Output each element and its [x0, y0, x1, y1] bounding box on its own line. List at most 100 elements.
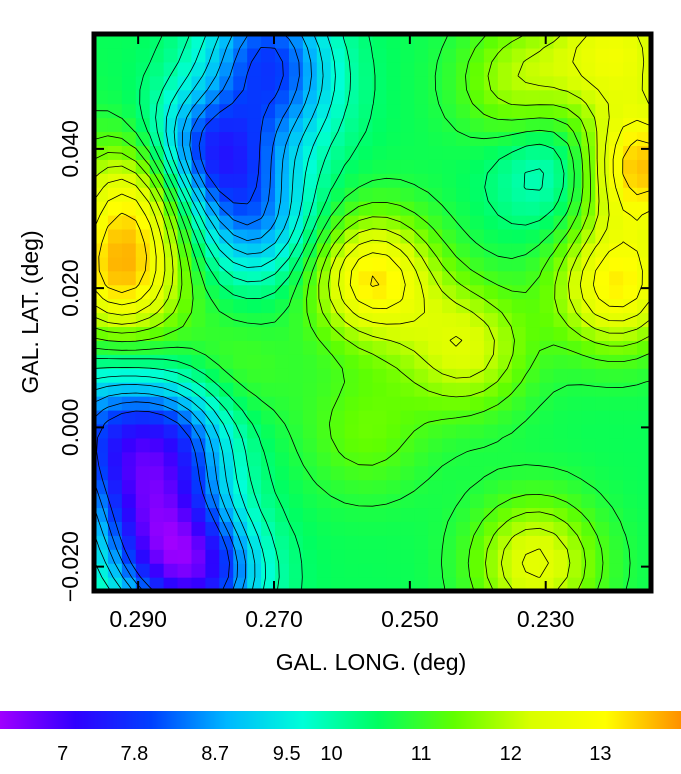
- heat-cell: [525, 368, 541, 383]
- heat-cell: [400, 465, 415, 481]
- heat-cell: [121, 284, 137, 300]
- heat-cell: [205, 270, 220, 286]
- heat-cell: [497, 493, 513, 509]
- heat-cell: [191, 75, 206, 91]
- heat-cell: [386, 549, 401, 564]
- heat-cell: [483, 577, 499, 591]
- heat-cell: [219, 47, 234, 63]
- heat-cell: [428, 340, 443, 355]
- heat-cell: [567, 326, 582, 341]
- heat-cell: [275, 201, 290, 216]
- heat-cell: [414, 117, 429, 133]
- heat-cell: [316, 201, 332, 216]
- heat-cell: [330, 493, 346, 509]
- heat-cell: [414, 396, 429, 411]
- heat-cell: [233, 145, 248, 160]
- heat-cell: [595, 131, 610, 146]
- heat-cell: [553, 61, 569, 77]
- heat-cell: [386, 61, 401, 77]
- heat-cell: [247, 354, 262, 369]
- heat-cell: [372, 340, 388, 355]
- heat-cell: [358, 215, 374, 230]
- heat-cell: [469, 493, 485, 509]
- heat-cell: [456, 396, 471, 411]
- heat-cell: [483, 437, 499, 453]
- colorbar-tick-label: 11: [411, 743, 432, 765]
- heat-cell: [247, 382, 262, 397]
- heat-cell: [205, 312, 220, 328]
- heat-cell: [191, 228, 206, 244]
- heat-cell: [330, 437, 346, 453]
- heat-cell: [177, 451, 193, 467]
- heat-cell: [553, 75, 569, 91]
- heat-cell: [261, 61, 276, 77]
- heat-cell: [456, 507, 471, 522]
- heat-cell: [539, 75, 555, 91]
- heat-cell: [595, 298, 610, 314]
- heat-cell: [469, 451, 485, 467]
- heat-cell: [233, 47, 248, 63]
- heat-cell: [233, 298, 248, 314]
- heat-cell: [372, 312, 388, 328]
- heat-cell: [247, 340, 262, 355]
- heat-cell: [288, 61, 304, 77]
- heat-cell: [302, 437, 318, 453]
- heat-cell: [247, 423, 262, 439]
- heat-cell: [94, 131, 109, 146]
- heat-cell: [275, 256, 290, 272]
- heat-cell: [177, 396, 193, 411]
- heat-cell: [275, 270, 290, 286]
- heat-cell: [414, 61, 429, 77]
- heat-cell: [581, 131, 596, 146]
- heat-cell: [372, 187, 388, 202]
- heat-cell: [358, 173, 374, 188]
- heat-cell: [330, 479, 346, 495]
- colorbar-tick-label: 10: [320, 743, 342, 765]
- heat-cell: [205, 89, 220, 105]
- heat-cell: [107, 396, 123, 411]
- heat-cell: [121, 159, 137, 174]
- heat-cell: [483, 228, 499, 244]
- heat-cell: [456, 173, 471, 188]
- heat-cell: [567, 479, 582, 495]
- heat-cell: [288, 535, 304, 550]
- heat-cell: [428, 61, 443, 77]
- heat-cell: [261, 535, 276, 550]
- heat-cell: [344, 47, 360, 63]
- heat-cell: [94, 340, 109, 355]
- heat-cell: [414, 507, 429, 522]
- heat-cell: [288, 382, 304, 397]
- heat-cell: [595, 201, 610, 216]
- heat-cell: [414, 47, 429, 63]
- heat-cell: [261, 228, 276, 244]
- heat-cell: [330, 34, 346, 49]
- heat-cell: [219, 61, 234, 77]
- heat-cell: [344, 396, 360, 411]
- heat-cell: [191, 145, 206, 160]
- heat-cell: [609, 493, 624, 509]
- heat-cell: [511, 409, 527, 425]
- heat-cell: [219, 409, 234, 425]
- heat-cell: [261, 145, 276, 160]
- heat-cell: [469, 173, 485, 188]
- heat-cell: [428, 117, 443, 133]
- heat-cell: [247, 284, 262, 300]
- heat-cell: [497, 256, 513, 272]
- heat-cell: [233, 437, 248, 453]
- heat-cell: [511, 535, 527, 550]
- heat-cell: [358, 159, 374, 174]
- heat-cell: [205, 423, 220, 439]
- heat-cell: [386, 75, 401, 91]
- heat-cell: [483, 103, 499, 119]
- heat-cell: [275, 215, 290, 230]
- heat-cell: [539, 368, 555, 383]
- heat-cell: [177, 312, 193, 328]
- heat-cell: [581, 368, 596, 383]
- heat-cell: [358, 535, 374, 550]
- heat-cell: [233, 131, 248, 146]
- heat-cell: [316, 549, 332, 564]
- heat-cell: [163, 75, 179, 91]
- heat-cell: [288, 354, 304, 369]
- heat-cell: [428, 437, 443, 453]
- heat-cell: [483, 270, 499, 286]
